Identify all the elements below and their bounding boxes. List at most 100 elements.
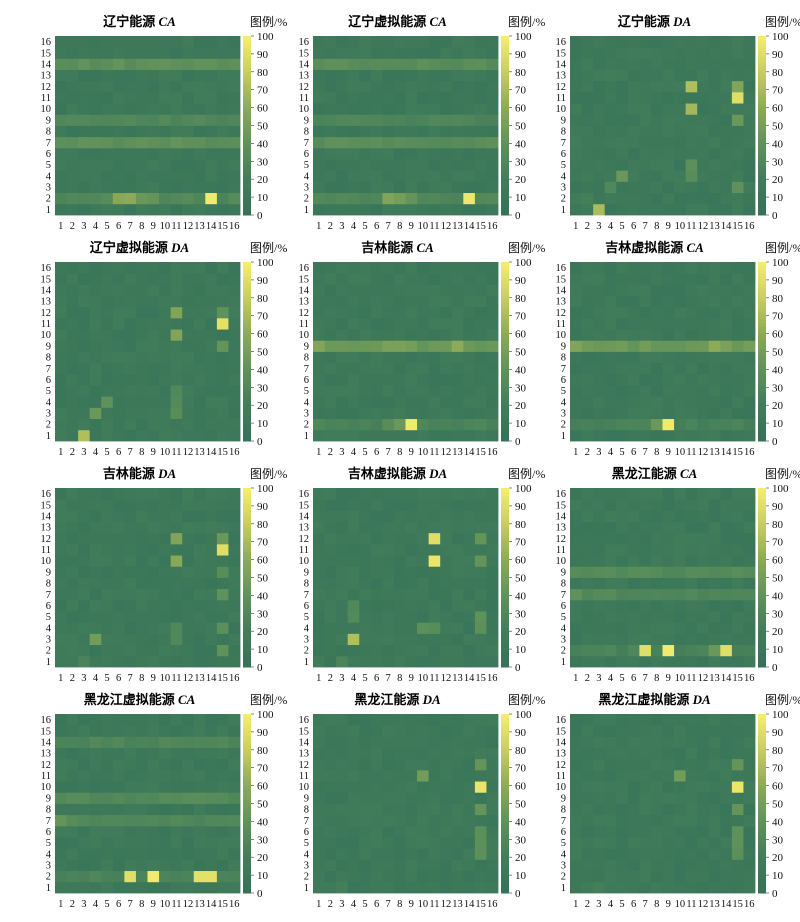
heatmap-cell [55,725,67,737]
colorbar-tick-label: 20 [257,852,269,864]
heatmap-cell [486,125,499,138]
colorbar-segment [501,616,509,621]
heatmap-cell [147,36,160,48]
heatmap-cell [347,577,360,590]
heatmap-cell [101,396,114,408]
heatmap-cell [147,262,160,274]
heatmap-cell [216,317,229,330]
heatmap-panel: 辽宁能源 CA 图例/% 1 2 3 4 5 6 7 8 9 10 11 12 13 14 15 16 1 2 3 4 5 6… [0,8,288,234]
heatmap-cell [685,147,698,160]
heatmap-cell [193,295,206,308]
colorbar-segment [243,656,251,661]
y-tick-label: 6 [304,827,309,838]
heatmap-cell [650,147,663,160]
heatmap-cell [55,577,67,590]
heatmap-cell [147,203,160,216]
y-tick-label: 5 [561,838,566,849]
colorbar-segment [243,405,251,410]
heatmap-cell [205,814,218,827]
heatmap-cell [182,747,195,760]
heatmap-cell [593,114,606,126]
heatmap-cell [604,159,617,171]
heatmap-cell [324,488,337,500]
heatmap-cell [685,622,698,634]
heatmap-cell [78,317,91,330]
heatmap-cell [708,103,721,115]
heatmap-cell [313,170,325,182]
heatmap-cell [124,633,137,646]
heatmap-cell [112,373,125,386]
heatmap-cell [662,407,675,420]
heatmap-cell [170,284,183,296]
heatmap-cell [486,848,499,860]
x-tick-label: 16 [744,221,755,232]
heatmap-cell [359,825,372,838]
x-tick-label: 12 [698,899,709,910]
y-tick-label: 10 [556,782,567,793]
heatmap-cell [216,91,229,104]
heatmap-cell [417,814,430,827]
heatmap-cell [674,329,687,341]
heatmap-cell [417,306,430,319]
heatmap-cell [650,825,663,838]
colorbar-segment [758,437,766,442]
heatmap-cell [228,488,241,500]
heatmap-cell [627,36,640,48]
heatmap-cell [78,499,91,511]
heatmap-cell [486,837,499,849]
colorbar-segment [243,387,251,392]
heatmap-cell [135,407,148,420]
heatmap-cell [324,655,337,668]
y-tick-label: 2 [304,646,309,657]
heatmap-cell [336,69,349,82]
heatmap-cell [124,69,137,82]
heatmap-cell [359,758,372,771]
colorbar-segment [243,333,251,338]
heatmap-cell [78,555,91,567]
colorbar-tick-label: 40 [257,590,269,602]
heatmap-cell [674,192,687,205]
heatmap-cell [650,273,663,285]
colorbar-segment [243,61,251,66]
heatmap-cell [674,47,687,59]
heatmap-cell [170,599,183,612]
heatmap-cell [697,351,710,364]
heatmap-cell [720,58,733,70]
heatmap-cell [451,80,464,93]
colorbar-segment [501,581,509,586]
heatmap-cell [451,262,464,274]
heatmap-cell [347,181,360,194]
colorbar-segment [758,875,766,880]
heatmap-cell [674,747,687,760]
heatmap-cell [147,714,160,726]
heatmap-cell [440,543,453,556]
heatmap-cell [417,147,430,160]
heatmap-cell [697,429,710,442]
heatmap-cell [66,36,79,48]
heatmap-cell [147,351,160,364]
x-tick-label: 11 [429,221,439,232]
heatmap-cell [463,577,476,590]
heatmap-cell [697,622,710,634]
colorbar-segment [243,330,251,335]
heatmap-cell [417,103,430,115]
chart-title-suffix: DA [428,466,447,481]
x-tick-label: 14 [721,221,732,232]
heatmap-cell [674,262,687,274]
colorbar-tick-label: 60 [257,781,269,793]
heatmap-cell [182,306,195,319]
heatmap-cell [474,385,487,397]
heatmap-cell [182,622,195,634]
heatmap-cell [124,373,137,386]
heatmap-cell [650,103,663,115]
heatmap-cell [428,36,441,48]
colorbar-segment [758,871,766,876]
heatmap-cell [720,611,733,623]
heatmap-cell [474,655,487,668]
heatmap-cell [639,747,652,760]
y-tick-label: 14 [556,285,567,296]
colorbar-segment [758,326,766,331]
heatmap-cell [159,803,172,816]
heatmap-cell [55,825,67,838]
heatmap-cell [581,396,594,408]
